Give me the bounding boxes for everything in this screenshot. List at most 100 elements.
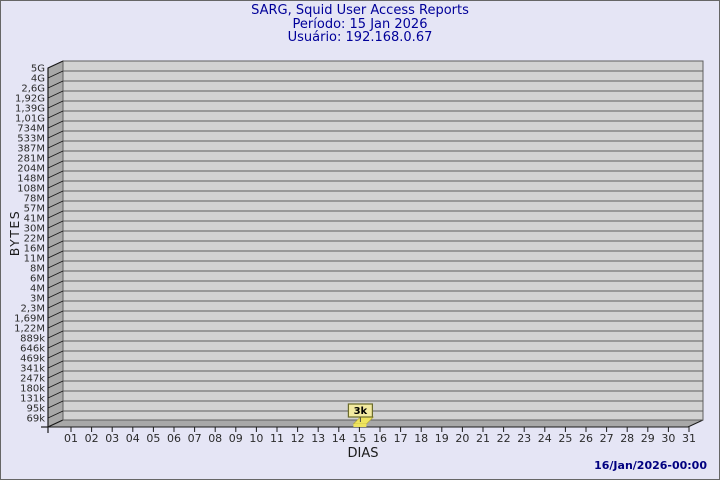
y-tick-label: 11M	[24, 254, 45, 265]
y-tick	[47, 180, 64, 189]
x-tick-label: 25	[558, 432, 572, 445]
x-tick-label: 29	[641, 432, 655, 445]
y-tick	[47, 260, 64, 269]
y-tick-label: 734M	[17, 124, 45, 135]
y-tick-label: 2,6G	[21, 84, 45, 95]
y-tick-label: 108M	[17, 184, 45, 195]
y-tick	[47, 250, 64, 259]
y-tick-label: 6M	[30, 274, 45, 285]
y-tick-label: 3M	[30, 294, 45, 305]
y-tick-label: 69k	[26, 414, 45, 425]
y-tick	[47, 280, 64, 289]
y-tick-label: 247k	[20, 374, 45, 385]
y-tick	[47, 200, 64, 209]
x-tick-label: 08	[208, 432, 222, 445]
y-tick-label: 2,3M	[20, 304, 45, 315]
x-tick-label: 18	[414, 432, 428, 445]
x-tick-label: 14	[332, 432, 346, 445]
y-tick-label: 16M	[24, 244, 45, 255]
y-tick-label: 1,39G	[15, 104, 45, 115]
report-timestamp: 16/Jan/2026-00:00	[594, 459, 707, 472]
y-tick	[47, 90, 64, 99]
y-tick	[47, 390, 64, 399]
y-tick-label: 5G	[31, 64, 45, 75]
y-tick	[47, 380, 64, 389]
x-tick-label: 22	[497, 432, 511, 445]
x-tick-label: 02	[85, 432, 99, 445]
x-tick-label: 27	[600, 432, 614, 445]
x-tick-label: 24	[538, 432, 552, 445]
y-axis-title: BYTES	[7, 210, 22, 257]
y-tick	[47, 350, 64, 359]
y-tick-label: 646k	[20, 344, 45, 355]
y-tick	[47, 220, 64, 229]
y-tick	[47, 140, 64, 149]
x-tick-label: 30	[661, 432, 675, 445]
value-tag-label: 3k	[354, 406, 368, 417]
y-tick	[47, 300, 64, 309]
y-tick-label: 148M	[17, 174, 45, 185]
y-tick-label: 1,92G	[15, 94, 45, 105]
y-tick	[47, 150, 64, 159]
x-tick-label: 12	[291, 432, 305, 445]
y-tick-label: 4M	[30, 284, 45, 295]
y-tick-label: 57M	[24, 204, 45, 215]
x-tick-label: 13	[311, 432, 325, 445]
y-tick-label: 41M	[24, 214, 45, 225]
y-tick-label: 387M	[17, 144, 45, 155]
x-tick-label: 10	[249, 432, 263, 445]
y-tick	[47, 290, 64, 299]
y-tick	[47, 60, 64, 69]
y-tick	[47, 340, 64, 349]
y-tick	[47, 70, 64, 79]
y-tick	[47, 400, 64, 409]
y-tick-label: 78M	[24, 194, 45, 205]
y-tick	[47, 330, 64, 339]
y-tick	[47, 210, 64, 219]
y-tick	[47, 310, 64, 319]
x-axis-title: DIAS	[348, 446, 379, 461]
y-tick	[47, 130, 64, 139]
x-tick-label: 17	[394, 432, 408, 445]
y-tick	[47, 240, 64, 249]
x-tick-label: 19	[435, 432, 449, 445]
report-header: SARG, Squid User Access Reports Período:…	[1, 4, 719, 45]
y-tick	[47, 320, 64, 329]
x-tick-label: 06	[167, 432, 181, 445]
x-tick-label: 03	[105, 432, 119, 445]
y-tick	[47, 370, 64, 379]
y-tick	[47, 270, 64, 279]
y-tick	[47, 100, 64, 109]
y-tick	[47, 160, 64, 169]
y-tick-label: 95k	[26, 404, 45, 415]
report-period: Período: 15 Jan 2026	[292, 16, 428, 32]
y-tick-label: 30M	[24, 224, 45, 235]
y-tick-label: 204M	[17, 164, 45, 175]
y-tick-label: 469k	[20, 354, 45, 365]
y-tick-label: 4G	[31, 74, 45, 85]
x-tick-label: 21	[476, 432, 490, 445]
x-tick-label: 01	[64, 432, 78, 445]
value-tag	[347, 403, 373, 418]
y-tick-label: 131k	[20, 394, 45, 405]
y-tick-label: 533M	[17, 134, 45, 145]
x-tick-label: 09	[229, 432, 243, 445]
axis-floor	[47, 419, 704, 428]
y-tick-label: 1,69M	[14, 314, 45, 325]
x-tick-label: 23	[517, 432, 531, 445]
y-tick-label: 8M	[30, 264, 45, 275]
y-tick-label: 180k	[20, 384, 45, 395]
x-tick-label: 04	[126, 432, 140, 445]
y-tick-label: 281M	[17, 154, 45, 165]
x-tick-label: 07	[188, 432, 202, 445]
x-tick-label: 26	[579, 432, 593, 445]
y-tick	[47, 190, 64, 199]
x-tick-label: 15	[352, 432, 366, 445]
x-tick-label: 05	[146, 432, 160, 445]
y-tick-label: 341k	[20, 364, 45, 375]
y-tick	[47, 170, 64, 179]
x-tick-label: 11	[270, 432, 284, 445]
y-tick	[47, 110, 64, 119]
